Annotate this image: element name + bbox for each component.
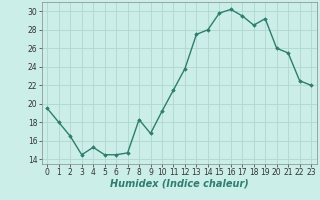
X-axis label: Humidex (Indice chaleur): Humidex (Indice chaleur) xyxy=(110,179,249,189)
